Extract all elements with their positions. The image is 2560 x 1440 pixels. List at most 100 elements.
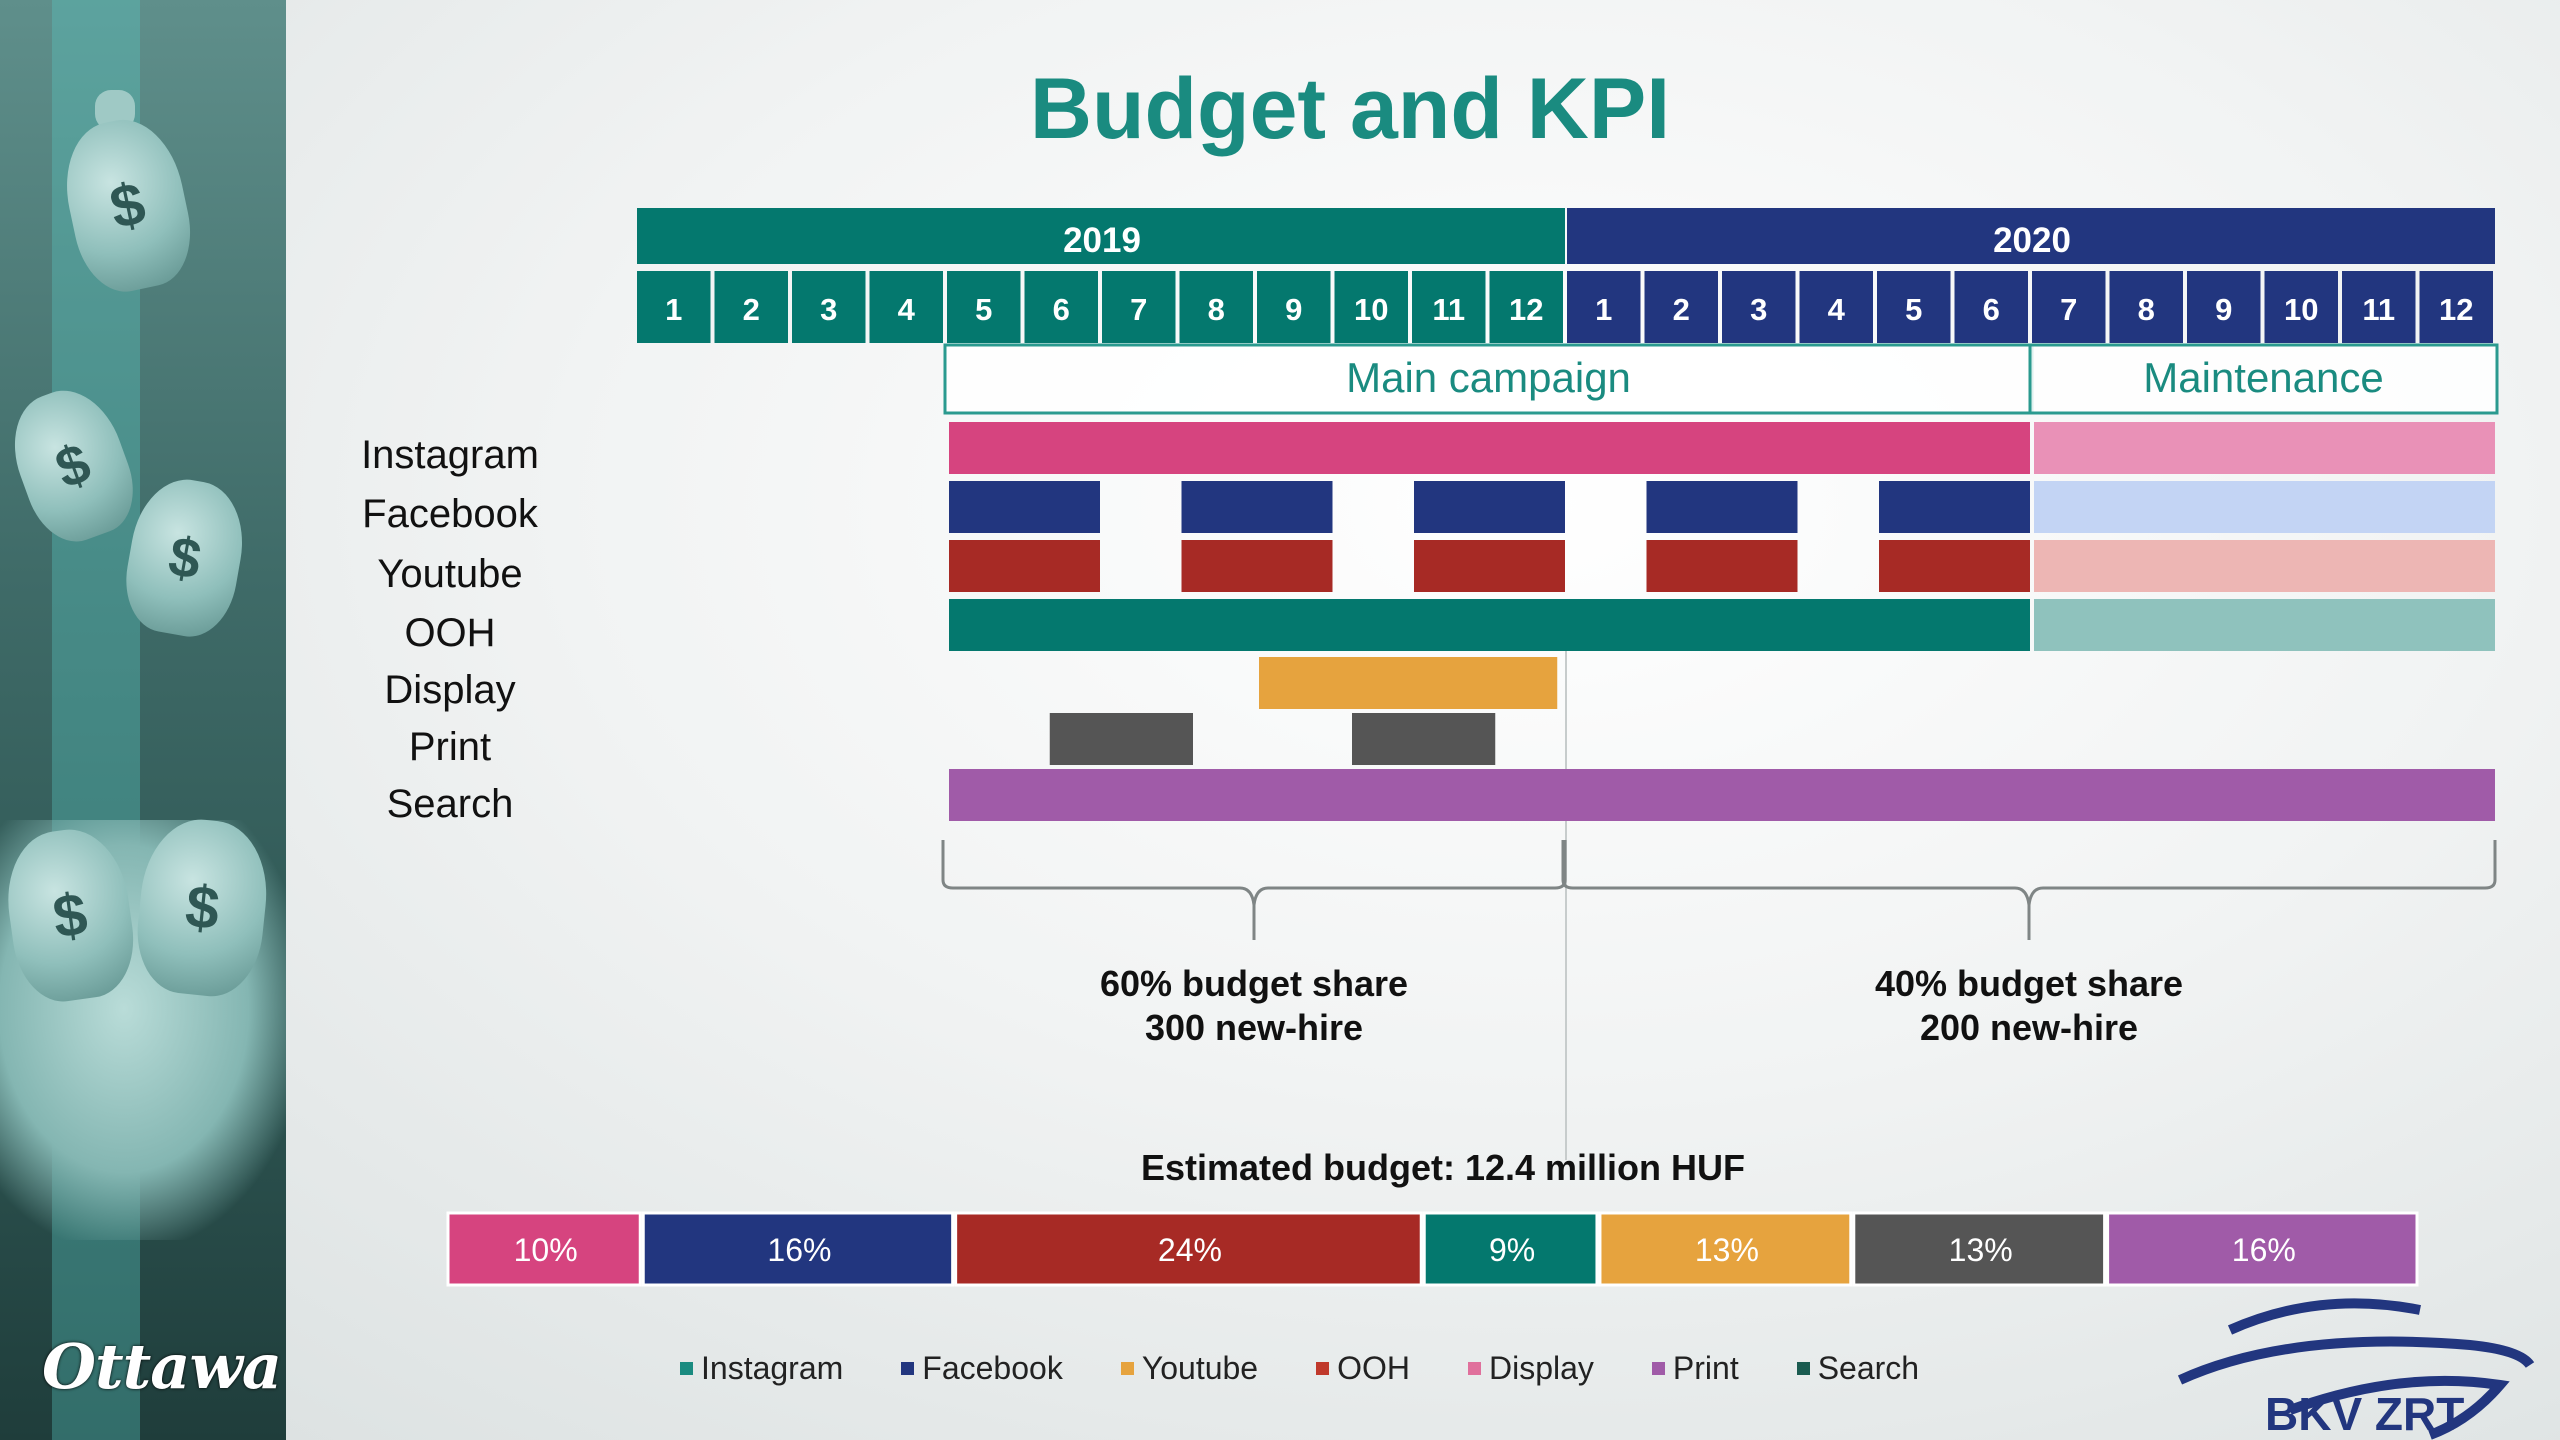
month-cell <box>2032 271 2106 343</box>
bar-facebook <box>1646 481 1798 533</box>
month-label: 1 <box>665 292 682 327</box>
month-cell <box>1877 271 1951 343</box>
budget-segment-label: 16% <box>767 1232 831 1268</box>
channel-label-search: Search <box>387 782 514 826</box>
legend-item-search: Search <box>1796 1350 1920 1387</box>
bar-youtube <box>1879 540 2030 592</box>
budget-segment <box>446 1211 642 1287</box>
year-header-2019 <box>637 208 1565 264</box>
ottawa-logo: Ottawa <box>42 1330 282 1403</box>
legend-label: Instagram <box>701 1350 844 1386</box>
channel-label-print: Print <box>409 725 491 769</box>
month-cell <box>1102 271 1176 343</box>
bar-facebook <box>1879 481 2030 533</box>
budget-segment <box>2106 1211 2419 1287</box>
legend-item-facebook: Facebook <box>901 1350 1063 1387</box>
month-label: 7 <box>2060 292 2077 327</box>
legend-item-youtube: Youtube <box>1120 1350 1258 1387</box>
month-label: 5 <box>975 292 992 327</box>
month-label: 5 <box>1905 292 1922 327</box>
month-cell <box>1954 271 2028 343</box>
month-label: 12 <box>2439 292 2473 327</box>
month-cell <box>1024 271 1098 343</box>
budget-segment <box>954 1211 1423 1287</box>
legend-swatch <box>1467 1362 1481 1375</box>
month-cell <box>1257 271 1331 343</box>
page-title: Budget and KPI <box>1029 61 1671 157</box>
logo-swoosh <box>2177 1336 2535 1385</box>
legend-swatch <box>901 1362 915 1375</box>
legend-label: Display <box>1488 1350 1594 1386</box>
bar-facebook <box>1414 481 1565 533</box>
month-label: 10 <box>1354 292 1388 327</box>
decorative-side-panel: $ $ $ $ $ Ottawa <box>0 0 286 1440</box>
phase-box <box>2028 343 2499 415</box>
year-label: 2020 <box>1993 221 2071 260</box>
legend-label: OOH <box>1337 1350 1410 1386</box>
channel-label-facebook: Facebook <box>362 492 539 536</box>
month-cell <box>792 271 866 343</box>
month-cell <box>637 271 711 343</box>
month-cell <box>1567 271 1641 343</box>
bar-facebook <box>949 481 1100 533</box>
bar-search <box>949 769 2495 821</box>
bar-youtube <box>1646 540 1798 592</box>
month-label: 8 <box>2138 292 2155 327</box>
month-label: 4 <box>1828 292 1846 327</box>
phase-label: Maintenance <box>2143 354 2384 401</box>
bar-ooh <box>2034 599 2495 651</box>
month-label: 12 <box>1509 292 1543 327</box>
logo-text: BKV ZRT <box>2265 1388 2464 1440</box>
month-cell <box>1334 271 1408 343</box>
legend-item-display: Display <box>1467 1350 1594 1387</box>
month-label: 2 <box>743 292 760 327</box>
bar-instagram <box>949 422 2030 474</box>
bar-facebook <box>1181 481 1333 533</box>
new-hire-text: 300 new-hire <box>1145 1007 1363 1048</box>
legend-item-instagram: Instagram <box>680 1350 843 1387</box>
logo-swoosh <box>2227 1298 2421 1335</box>
channel-label-youtube: Youtube <box>377 552 522 596</box>
campaign-phases: Main campaign Maintenance <box>943 343 2499 1160</box>
legend-label: Facebook <box>922 1350 1063 1386</box>
month-label: 9 <box>2215 292 2232 327</box>
legend-swatch <box>1316 1362 1330 1375</box>
month-cell <box>1644 271 1718 343</box>
budget-share-text: 60% budget share <box>1100 963 1408 1004</box>
month-cell <box>1722 271 1796 343</box>
phase-label: Main campaign <box>1346 354 1631 401</box>
month-label: 3 <box>820 292 837 327</box>
legend-item-ooh: OOH <box>1316 1350 1410 1387</box>
bar-facebook <box>2034 481 2495 533</box>
budget-title: Estimated budget: 12.4 million HUF <box>1141 1147 1745 1188</box>
brace <box>1561 840 2497 940</box>
month-label: 1 <box>1595 292 1612 327</box>
legend-item-print: Print <box>1651 1350 1739 1387</box>
legend-swatch <box>1651 1362 1665 1375</box>
month-label: 11 <box>2362 292 2395 327</box>
bar-youtube <box>2034 540 2495 592</box>
budget-segment-label: 16% <box>2232 1232 2296 1268</box>
channel-bars <box>949 422 2495 821</box>
channel-label-display: Display <box>384 668 515 712</box>
bar-ooh <box>949 599 2030 651</box>
month-cell <box>1799 271 1873 343</box>
new-hire-text: 200 new-hire <box>1920 1007 2138 1048</box>
month-cell <box>947 271 1021 343</box>
channel-label-instagram: Instagram <box>361 433 539 477</box>
budget-segment-label: 10% <box>514 1232 578 1268</box>
month-cell <box>2109 271 2183 343</box>
legend: Instagram Facebook Youtube OOH Display Print S… <box>680 1350 1919 1387</box>
year-header-2020 <box>1567 208 2495 264</box>
channel-labels: Instagram Facebook Youtube OOH Display Print S… <box>361 433 539 826</box>
legend-swatch <box>680 1362 693 1375</box>
month-label: 7 <box>1130 292 1147 327</box>
legend-label: Search <box>1817 1350 1920 1386</box>
bar-youtube <box>1181 540 1333 592</box>
bar-print <box>1049 713 1193 765</box>
budget-segment-label: 9% <box>1489 1232 1535 1268</box>
month-cell <box>1489 271 1563 343</box>
